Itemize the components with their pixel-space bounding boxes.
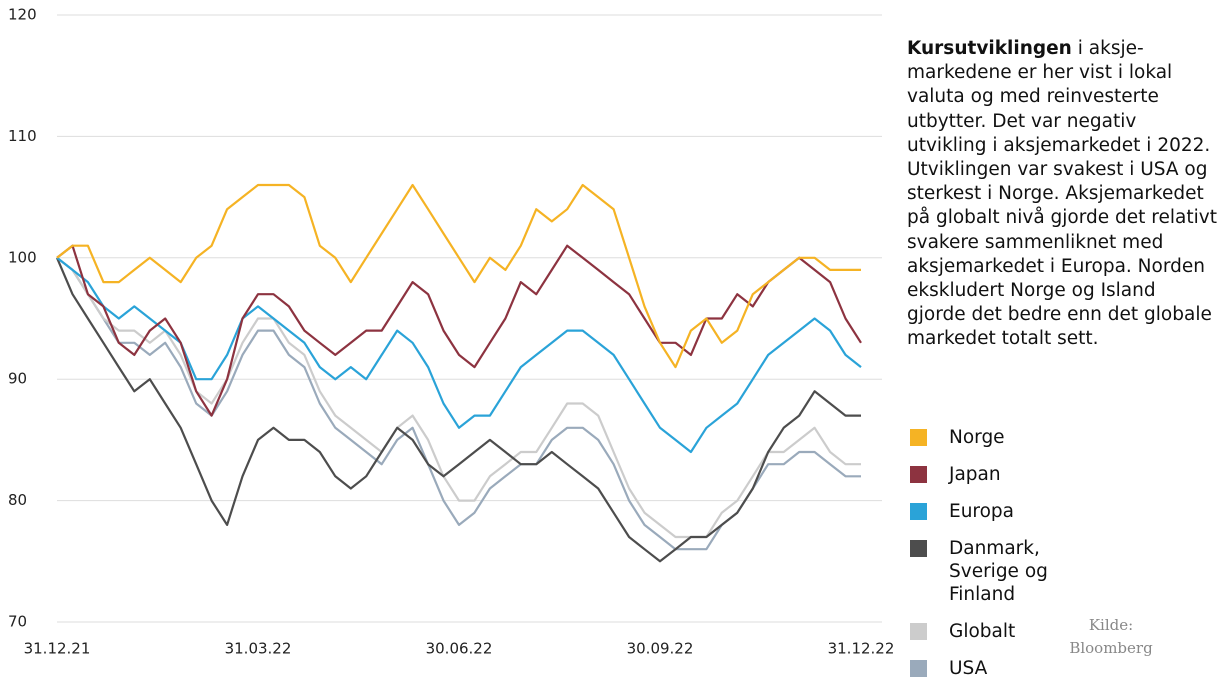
legend-item: USA	[910, 657, 1099, 680]
legend-swatch	[910, 660, 927, 677]
chart: 70 80 90 100 110 120 31.12.21 31.03.22 30.06.22 3…	[8, 6, 895, 658]
series-line	[55, 257, 861, 563]
legend-swatch	[910, 466, 927, 483]
legend-label: Globalt	[949, 621, 1016, 642]
x-tick-label: 30.06.22	[426, 640, 493, 658]
page: 70 80 90 100 110 120 31.12.21 31.03.22 30.06.22 3…	[8, 5, 1219, 679]
series-line	[56, 183, 861, 369]
legend-swatch	[910, 503, 927, 520]
legend-swatch	[910, 540, 927, 557]
series-line	[56, 256, 862, 454]
y-tick-label: 70	[8, 613, 27, 631]
legend-label: Norge	[949, 427, 1005, 448]
y-tick-label: 80	[8, 491, 27, 509]
legend-item: Japan	[910, 463, 1099, 486]
y-tick-label: 120	[8, 6, 37, 24]
legend-item: Globalt	[910, 620, 1099, 643]
legend-item: Danmark, Sverige og Finland	[910, 537, 1099, 606]
y-tick-label: 90	[8, 370, 27, 388]
legend-swatch	[910, 623, 927, 640]
legend-item: Norge	[910, 426, 1099, 449]
y-tick-label: 100	[8, 248, 37, 266]
legend-label: Danmark, Sverige og Finland	[949, 538, 1048, 605]
legend-label: Europa	[949, 501, 1015, 522]
series-line	[56, 256, 861, 551]
x-tick-label: 30.09.22	[627, 640, 694, 658]
y-tick-label: 110	[8, 127, 37, 145]
annotation-bold: Kursutviklingen	[907, 38, 1072, 59]
series-line	[56, 244, 862, 417]
x-tick-label: 31.12.22	[828, 640, 895, 658]
legend: Norge Japan Europa Danmark, Sverige og Finl…	[910, 426, 1099, 694]
series-line	[56, 256, 861, 539]
legend-swatch	[910, 429, 927, 446]
x-tick-label: 31.03.22	[225, 640, 292, 658]
annotation-text: i aksje-markedene er her vist i lokal va…	[907, 38, 1217, 350]
annotation: Kursutviklingen i aksje-markedene er her…	[907, 37, 1219, 352]
legend-item: Europa	[910, 500, 1099, 523]
source: Kilde: Bloomberg	[1069, 616, 1153, 657]
legend-label: USA	[949, 658, 988, 679]
x-tick-label: 31.12.21	[24, 640, 91, 658]
legend-label: Japan	[949, 464, 1001, 485]
